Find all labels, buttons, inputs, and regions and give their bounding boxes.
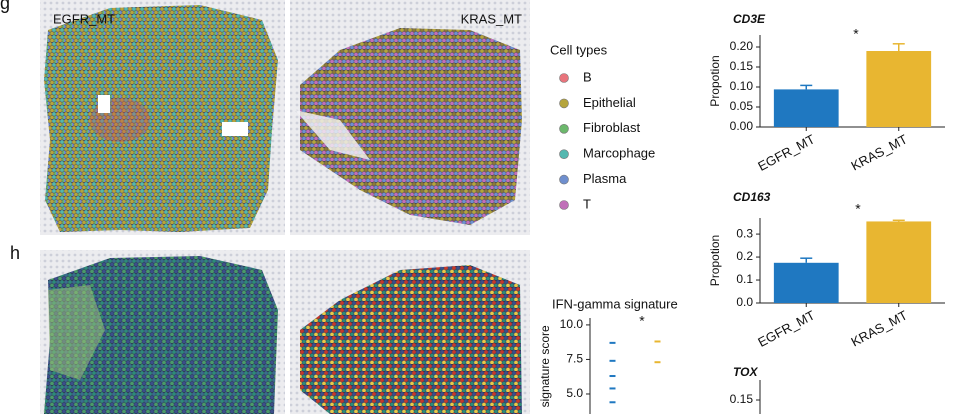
legend-marker (559, 98, 569, 109)
x-tick-label: EGFR_MT (755, 131, 817, 173)
bar (773, 89, 839, 127)
y-tick-label: 0.20 (730, 39, 754, 53)
tissue (44, 5, 278, 232)
bar (866, 51, 932, 127)
y-axis-label: signature score (538, 325, 552, 407)
y-tick-label: 0.0 (736, 295, 753, 309)
chart-title: TOX (733, 365, 758, 379)
y-tick-label: 0.15 (730, 59, 754, 73)
significance: * (639, 313, 645, 329)
chart-title: CD3E (733, 12, 766, 26)
y-axis-label: Propotion (708, 235, 722, 286)
tissue (300, 265, 522, 414)
y-tick-label: 0.10 (730, 79, 754, 93)
y-tick-label: 0.05 (730, 99, 754, 113)
panel-label: g (0, 0, 10, 13)
tissue-label: EGFR_MT (53, 11, 115, 26)
legend-marker (559, 73, 569, 83)
y-tick-label: 0.1 (736, 272, 753, 286)
tissue-region (48, 285, 105, 380)
y-tick-label: 0.2 (736, 249, 753, 263)
y-tick-label: 10.0 (560, 317, 584, 331)
chart-title: IFN-gamma signature (552, 296, 678, 311)
x-tick-label: KRAS_MT (849, 131, 910, 173)
legend-marker (559, 124, 569, 134)
legend-label: T (583, 196, 591, 211)
significance: * (853, 26, 859, 42)
hole (222, 122, 248, 136)
legend-label: B (583, 69, 592, 84)
x-tick-label: EGFR_MT (755, 307, 817, 349)
tissue (300, 28, 522, 225)
y-tick-label: 7.5 (566, 352, 583, 366)
legend-marker (559, 174, 569, 185)
panel-label: h (10, 243, 20, 263)
tissue (44, 256, 278, 414)
legend-label: Marcophage (583, 146, 655, 161)
y-tick-label: 0.00 (730, 119, 754, 133)
legend-label: Plasma (583, 171, 627, 186)
chart-title: CD163 (733, 190, 771, 204)
significance: * (855, 201, 861, 217)
bar (866, 221, 932, 303)
hole (98, 95, 110, 113)
y-tick-label: 0.15 (730, 392, 754, 406)
y-tick-label: 0.3 (736, 226, 753, 240)
tissue-label: KRAS_MT (461, 11, 522, 26)
x-tick-label: KRAS_MT (849, 307, 910, 349)
legend-label: Fibroblast (583, 120, 640, 135)
legend-title: Cell types (550, 42, 608, 57)
legend-marker (559, 149, 569, 159)
y-tick-label: 5.0 (566, 386, 583, 400)
bar (773, 262, 839, 303)
tissue-images (40, 0, 530, 414)
tissue-fold (295, 110, 370, 160)
legend-label: Epithelial (583, 95, 636, 110)
y-axis-label: Propotion (708, 55, 722, 106)
legend-marker (559, 200, 569, 210)
